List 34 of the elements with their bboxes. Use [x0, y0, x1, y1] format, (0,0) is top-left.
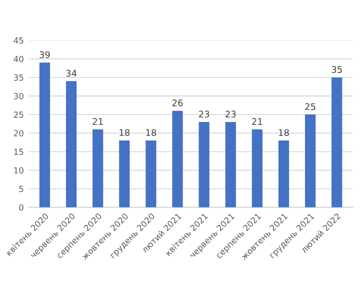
data-label: 26: [172, 99, 183, 106]
y-tick-label: 35: [14, 74, 24, 81]
y-tick-label: 15: [14, 148, 24, 155]
y-tick-label: 0: [19, 204, 24, 211]
bar: [119, 140, 130, 208]
y-tick-label: 40: [14, 56, 24, 62]
bar: [278, 140, 290, 208]
y-tick-label: 20: [14, 130, 24, 136]
data-label: 23: [226, 110, 236, 118]
data-label: 23: [198, 110, 210, 118]
y-tick-label: 30: [14, 92, 24, 100]
data-label: 18: [279, 129, 289, 136]
data-label: 34: [66, 70, 77, 77]
data-label: 18: [146, 129, 156, 136]
bar: [146, 140, 156, 208]
data-label: 18: [120, 129, 130, 136]
y-tick-label: 45: [14, 37, 24, 44]
data-label: 35: [332, 66, 342, 73]
y-tick-label: 10: [14, 167, 24, 174]
bar: [39, 62, 50, 208]
bar: [252, 129, 263, 208]
bar: [304, 114, 316, 208]
bar: [198, 122, 210, 208]
bar: [332, 77, 342, 208]
bar: [172, 110, 183, 208]
bar: [225, 122, 236, 208]
y-tick-label: 5: [19, 186, 24, 192]
bar: [66, 81, 77, 208]
data-label: 39: [40, 51, 50, 58]
data-label: 21: [252, 118, 262, 125]
data-label: 21: [92, 118, 103, 125]
y-tick-label: 25: [14, 112, 24, 118]
bar: [92, 129, 104, 208]
data-label: 25: [305, 103, 316, 110]
